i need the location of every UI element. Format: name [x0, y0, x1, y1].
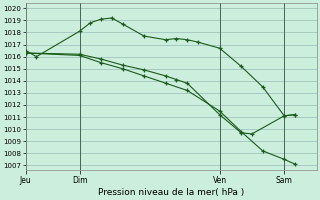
X-axis label: Pression niveau de la mer( hPa ): Pression niveau de la mer( hPa )	[98, 188, 244, 197]
